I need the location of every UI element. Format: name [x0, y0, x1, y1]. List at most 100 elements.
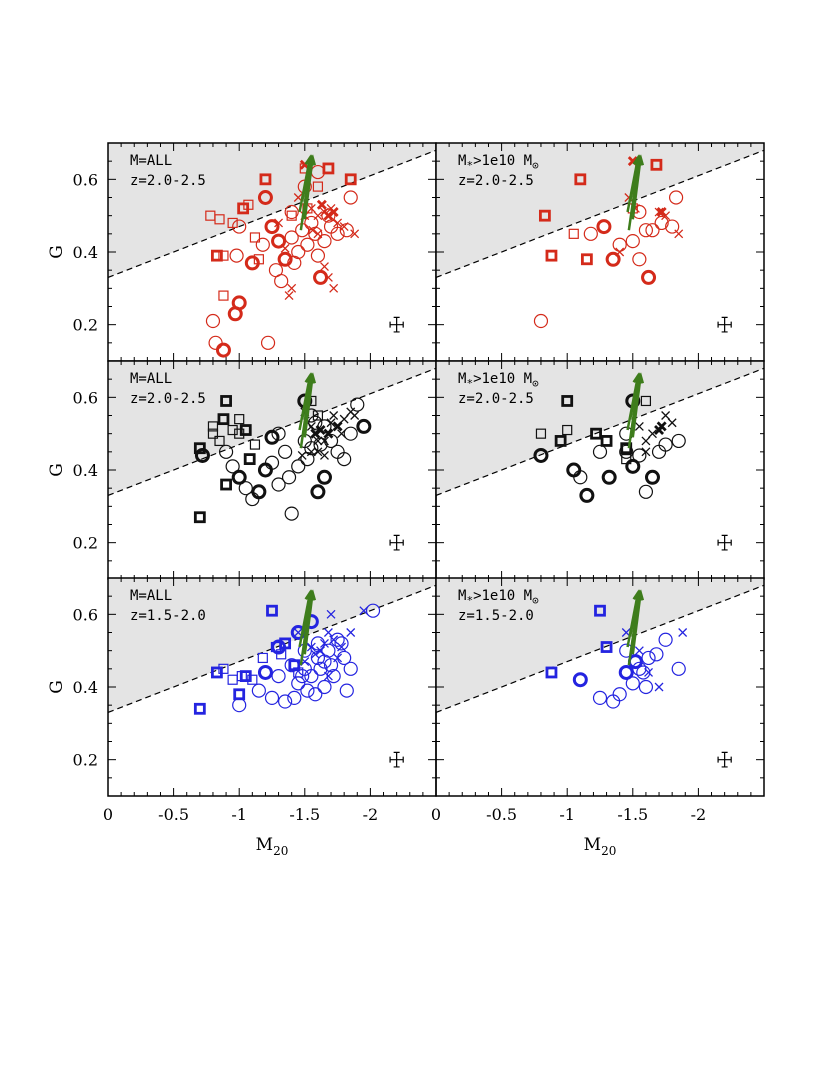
merger-region — [436, 143, 764, 278]
data-point-square — [312, 181, 324, 192]
data-point-cross — [329, 635, 339, 645]
data-point-square — [237, 202, 250, 215]
data-point-square — [239, 424, 252, 436]
data-point-square — [214, 214, 225, 225]
data-point-cross — [654, 682, 664, 692]
panel-label-mass: M*>1e10 M⊙ — [458, 371, 539, 390]
panel-label-redshift: z=2.0-2.5 — [130, 173, 206, 189]
y-axis-label: G — [47, 245, 67, 259]
panel-label-mass-symbol: M — [458, 371, 466, 387]
data-point-circle — [632, 661, 647, 676]
data-point-square — [227, 217, 238, 229]
data-point-circle — [636, 665, 651, 680]
x-tick-label: -2 — [691, 805, 707, 824]
data-point-square — [207, 421, 219, 432]
data-point-circle — [284, 230, 299, 245]
data-point-circle — [255, 237, 270, 252]
panel-label-redshift: z=2.0-2.5 — [130, 391, 206, 407]
evolution-arrow — [300, 592, 313, 637]
merger-region — [108, 361, 436, 496]
data-point-circle — [605, 251, 621, 267]
data-point-cross — [320, 436, 329, 446]
data-point-circle — [638, 223, 654, 238]
x-tick-label: -1.5 — [617, 805, 648, 824]
data-point-square — [640, 395, 652, 407]
panel-label-mass-threshold: >1e10 M — [473, 371, 532, 387]
data-point-circle — [194, 447, 210, 463]
data-point-circle — [218, 444, 234, 459]
data-point-circle — [231, 469, 247, 485]
data-point-cross — [339, 222, 349, 232]
panel-label-mass: M*>1e10 M⊙ — [458, 588, 539, 607]
evolution-arrow — [631, 375, 642, 438]
panel-blue-2-0: M=ALL z=1.5-2.0 — [107, 577, 437, 797]
data-point-circle — [290, 625, 306, 640]
data-point-cross — [316, 646, 326, 656]
data-point-cross — [313, 436, 323, 446]
panel-plot-area — [436, 361, 764, 503]
data-point-cross — [326, 418, 336, 428]
data-point-circle — [244, 255, 260, 271]
data-point-cross — [320, 262, 329, 271]
data-point-circle — [596, 219, 612, 235]
panel-label-solar-symbol: ⊙ — [532, 377, 539, 390]
y-tick-label: 0.4 — [73, 678, 98, 697]
data-point-square — [220, 395, 232, 407]
panel-plot-area — [436, 578, 764, 713]
data-point-cross — [316, 199, 327, 210]
data-point-square — [650, 158, 663, 171]
data-point-circle — [334, 636, 349, 651]
data-point-square — [554, 435, 567, 447]
panel-label-mass-subscript: * — [466, 377, 473, 390]
data-point-circle — [658, 632, 673, 647]
panel-label-mass-subscript: * — [466, 594, 473, 607]
data-point-cross — [339, 414, 349, 424]
data-point-cross — [310, 649, 320, 659]
data-point-cross — [323, 428, 334, 439]
data-point-square — [535, 428, 547, 439]
data-point-cross — [337, 642, 346, 652]
data-point-circle — [264, 690, 280, 706]
data-point-circle — [592, 444, 608, 459]
merger-line — [436, 584, 764, 713]
data-point-circle — [317, 679, 332, 695]
data-point-square — [210, 666, 223, 679]
evolution-arrow-head — [633, 154, 643, 166]
data-point-square — [249, 232, 261, 243]
data-point-circle — [337, 452, 352, 467]
merger-line — [436, 149, 764, 278]
data-point-cross — [350, 229, 360, 239]
data-point-square — [620, 442, 633, 455]
data-point-cross — [320, 451, 329, 460]
data-point-cross — [313, 229, 323, 239]
data-point-circle — [291, 459, 306, 474]
evolution-arrow — [303, 592, 314, 655]
data-point-circle — [229, 248, 244, 263]
data-point-cross — [329, 283, 339, 293]
evolution-arrow-head — [633, 589, 643, 601]
data-point-circle — [323, 658, 339, 673]
data-point-cross — [328, 207, 339, 218]
data-point-circle — [343, 190, 358, 205]
data-point-square — [286, 210, 297, 221]
error-bar — [389, 534, 404, 551]
panel-label-redshift: z=1.5-2.0 — [130, 608, 206, 624]
data-point-cross — [326, 609, 336, 619]
data-point-circle — [300, 237, 315, 252]
data-point-cross — [323, 272, 333, 282]
data-point-square — [193, 702, 206, 715]
data-point-circle — [356, 418, 372, 434]
data-point-circle — [238, 481, 253, 496]
data-point-square — [218, 663, 229, 674]
panel-plot-area — [108, 578, 436, 715]
data-point-circle — [291, 676, 306, 691]
evolution-arrow — [300, 375, 313, 420]
data-point-circle — [232, 219, 247, 234]
data-point-circle — [274, 273, 289, 289]
y-tick-label: 0.2 — [73, 316, 98, 335]
data-point-cross — [323, 671, 333, 681]
data-point-circle — [583, 226, 598, 241]
data-point-circle — [343, 661, 358, 676]
evolution-arrow — [628, 375, 641, 420]
